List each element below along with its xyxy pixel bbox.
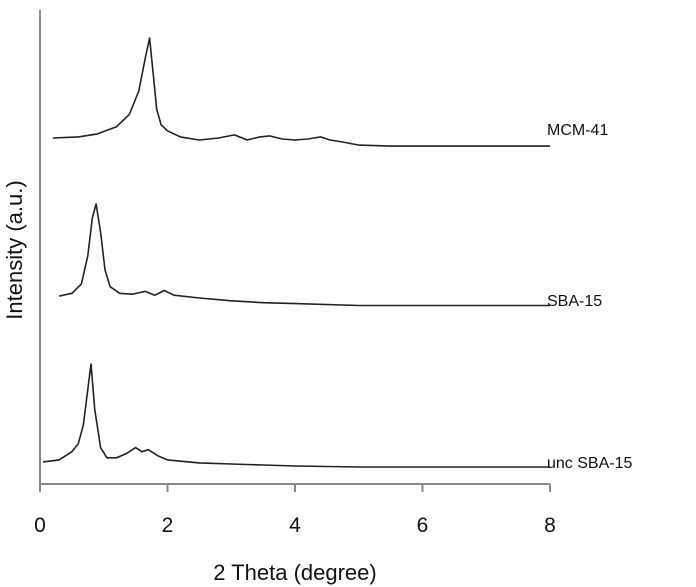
series-label: unc SBA-15 — [547, 455, 632, 472]
series-label: MCM-41 — [547, 122, 608, 139]
series-group: MCM-41 SBA-15 unc SBA-15 — [43, 37, 632, 472]
x-tick-label: 4 — [289, 514, 301, 537]
series-label: SBA-15 — [547, 293, 602, 310]
x-tick-label: 2 — [162, 514, 174, 537]
x-tick-label: 8 — [544, 514, 556, 537]
series-line-2 — [58, 203, 550, 307]
x-axis-title: 2 Theta (degree) — [213, 560, 376, 585]
series-line-1 — [52, 37, 550, 147]
x-tick-label: 0 — [34, 514, 46, 537]
x-tick-label: 6 — [417, 514, 429, 537]
x-axis-ticks: 0 2 4 6 8 — [34, 484, 556, 537]
y-axis-title: Intensity (a.u.) — [2, 180, 27, 319]
series-line-3 — [43, 363, 550, 468]
